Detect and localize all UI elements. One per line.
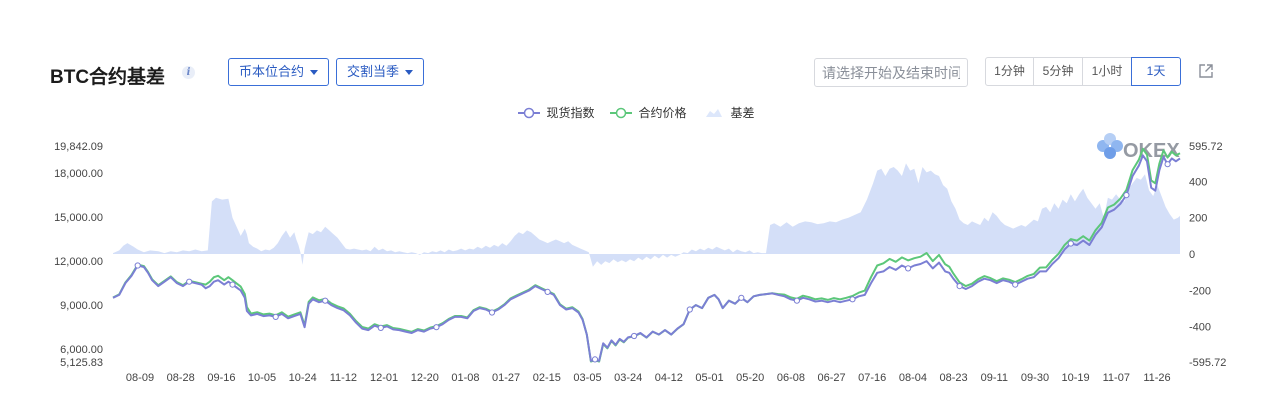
x-tick-label: 06-08 xyxy=(777,372,805,384)
spot-point xyxy=(1012,281,1019,288)
spot-point xyxy=(591,356,599,363)
spot-point xyxy=(186,278,193,285)
spot-point xyxy=(738,294,745,301)
legend-basis[interactable]: 基差 xyxy=(703,104,755,121)
futures-line-icon xyxy=(610,107,633,118)
series-basis-area xyxy=(113,163,1180,267)
spot-point xyxy=(377,324,384,331)
x-tick-label: 09-16 xyxy=(207,372,235,384)
x-tick-label: 12-20 xyxy=(411,372,439,384)
spot-point xyxy=(1067,240,1074,247)
delivery-period-dropdown[interactable]: 交割当季 xyxy=(336,58,425,86)
y-right-tick-label: -200 xyxy=(1189,285,1211,297)
x-tick-label: 09-30 xyxy=(1021,372,1049,384)
x-tick-label: 08-28 xyxy=(167,372,195,384)
chart-legend: 现货指数 合约价格 基差 xyxy=(0,104,1273,121)
spot-point xyxy=(433,324,440,331)
series-spot-line xyxy=(112,154,1181,362)
contract-type-dropdown[interactable]: 币本位合约 xyxy=(228,58,330,86)
x-tick-label: 01-08 xyxy=(451,372,479,384)
contract-type-label: 币本位合约 xyxy=(239,64,305,79)
legend-basis-label: 基差 xyxy=(730,106,755,120)
x-tick-label: 02-15 xyxy=(533,372,561,384)
y-right-tick-label: 200 xyxy=(1189,213,1207,225)
spot-point xyxy=(905,265,912,272)
x-tick-label: 04-12 xyxy=(655,372,683,384)
spot-point xyxy=(849,296,856,303)
interval-5min-button[interactable]: 5分钟 xyxy=(1033,57,1083,86)
x-tick-label: 10-05 xyxy=(248,372,276,384)
y-right-tick-label: 0 xyxy=(1189,249,1195,261)
spot-point xyxy=(544,288,551,295)
y-right-tick-label: 400 xyxy=(1189,177,1207,189)
interval-selector: 1分钟 5分钟 1小时 1天 xyxy=(985,57,1181,86)
chevron-down-icon xyxy=(310,70,319,76)
x-tick-label: 03-05 xyxy=(573,372,601,384)
x-tick-label: 09-11 xyxy=(981,372,1008,384)
watermark-dot xyxy=(1104,147,1116,159)
spot-point xyxy=(322,297,329,304)
interval-1day-button[interactable]: 1天 xyxy=(1131,57,1181,86)
legend-futures-label: 合约价格 xyxy=(638,106,687,120)
x-tick-label: 06-27 xyxy=(818,372,846,384)
y-left-tick-label: 9,000.00 xyxy=(60,300,103,312)
x-tick-label: 01-27 xyxy=(492,372,520,384)
spot-point xyxy=(134,262,141,269)
spot-point xyxy=(1123,192,1130,199)
y-left-tick-label: 5,125.83 xyxy=(60,357,103,369)
y-right-tick-label: -400 xyxy=(1189,322,1211,334)
legend-spot-label: 现货指数 xyxy=(546,106,595,120)
spot-point xyxy=(686,306,693,313)
y-left-tick-label: 12,000.00 xyxy=(54,256,103,268)
spot-point xyxy=(631,332,638,340)
date-range-input[interactable] xyxy=(814,58,968,87)
x-tick-label: 11-07 xyxy=(1103,372,1130,384)
info-icon[interactable]: i xyxy=(182,66,195,79)
x-tick-label: 11-26 xyxy=(1143,372,1170,384)
spot-point xyxy=(793,297,801,304)
spot-point xyxy=(272,313,279,320)
x-tick-label: 10-24 xyxy=(289,372,317,384)
delivery-period-label: 交割当季 xyxy=(347,64,400,79)
y-left-tick-label: 6,000.00 xyxy=(60,344,103,356)
interval-1min-button[interactable]: 1分钟 xyxy=(985,57,1034,86)
x-tick-label: 11-12 xyxy=(330,372,357,384)
legend-spot-index[interactable]: 现货指数 xyxy=(518,104,594,121)
x-tick-label: 05-20 xyxy=(736,372,764,384)
spot-point xyxy=(488,309,496,316)
share-icon[interactable] xyxy=(1197,62,1215,80)
x-tick-label: 07-16 xyxy=(858,372,886,384)
y-left-tick-label: 18,000.00 xyxy=(54,168,103,180)
spot-point xyxy=(229,281,236,288)
x-tick-label: 10-19 xyxy=(1062,372,1090,384)
x-tick-label: 05-01 xyxy=(695,372,723,384)
spot-point xyxy=(956,283,963,290)
page-title: BTC合约基差 xyxy=(50,67,166,88)
basis-area-icon xyxy=(705,108,722,117)
spot-point xyxy=(1164,161,1171,168)
y-right-tick-label: 595.72 xyxy=(1189,141,1223,153)
y-left-tick-label: 19,842.09 xyxy=(54,141,103,153)
x-tick-label: 08-23 xyxy=(940,372,968,384)
spot-line-icon xyxy=(518,107,541,118)
x-tick-label: 08-09 xyxy=(126,372,154,384)
y-left-tick-label: 15,000.00 xyxy=(54,212,103,224)
x-tick-label: 03-24 xyxy=(614,372,642,384)
chevron-down-icon xyxy=(405,70,414,76)
interval-1hour-button[interactable]: 1小时 xyxy=(1082,57,1132,86)
x-tick-label: 12-01 xyxy=(370,372,398,384)
y-right-tick-label: -595.72 xyxy=(1189,357,1226,369)
x-tick-label: 08-04 xyxy=(899,372,927,384)
legend-futures-price[interactable]: 合约价格 xyxy=(610,104,687,121)
